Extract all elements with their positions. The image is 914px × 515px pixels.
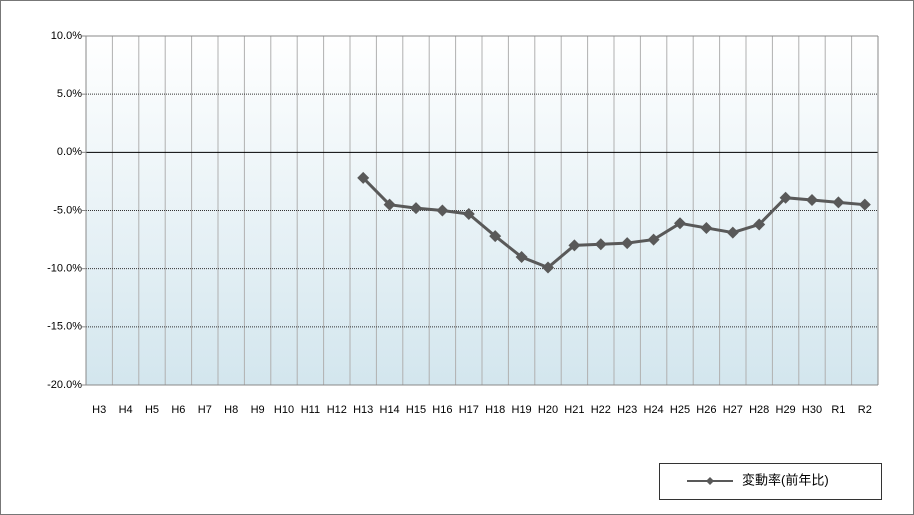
- data-point: [779, 191, 792, 204]
- legend-marker: [706, 477, 714, 485]
- x-tick-label: H20: [538, 404, 558, 416]
- y-tick-label: -5.0%: [53, 204, 82, 216]
- y-tick-label: -20.0%: [47, 379, 82, 391]
- x-tick-label: H21: [564, 404, 584, 416]
- legend: 変動率(前年比): [659, 463, 882, 500]
- x-tick-label: H5: [145, 404, 159, 416]
- x-tick-label: H4: [119, 404, 133, 416]
- x-tick-label: H6: [171, 404, 185, 416]
- data-point: [674, 217, 686, 230]
- x-tick-label: H14: [380, 404, 400, 416]
- data-point: [832, 196, 845, 209]
- data-point: [647, 233, 660, 246]
- data-point: [858, 198, 871, 211]
- x-tick-label: H7: [198, 404, 212, 416]
- x-tick-label: H30: [802, 404, 822, 416]
- x-tick-label: H11: [301, 404, 320, 416]
- x-tick-label: R1: [831, 404, 845, 416]
- x-tick-label: H15: [406, 404, 426, 416]
- x-tick-label: H19: [512, 404, 532, 416]
- x-tick-label: H23: [617, 404, 637, 416]
- y-tick-label: -10.0%: [47, 263, 82, 275]
- y-tick-label: -15.0%: [47, 321, 82, 333]
- x-tick-label: H9: [251, 404, 265, 416]
- x-tick-label: H16: [432, 404, 452, 416]
- x-tick-label: H24: [644, 404, 664, 416]
- y-tick-label: 10.0%: [51, 30, 82, 42]
- data-point: [568, 239, 581, 252]
- data-point: [410, 202, 422, 215]
- data-point: [753, 218, 766, 231]
- x-tick-label: H12: [327, 404, 347, 416]
- data-point: [806, 194, 818, 207]
- x-tick-label: H26: [696, 404, 716, 416]
- data-point: [383, 198, 396, 211]
- legend-label: 変動率(前年比): [742, 472, 829, 487]
- data-point: [357, 171, 370, 184]
- x-tick-label: H22: [591, 404, 611, 416]
- data-point: [436, 204, 449, 217]
- x-tick-label: H10: [274, 404, 294, 416]
- x-tick-label: R2: [858, 404, 872, 416]
- data-point: [700, 221, 713, 234]
- data-point: [462, 207, 475, 220]
- y-tick-label: 0.0%: [57, 146, 82, 158]
- data-point: [489, 230, 502, 243]
- data-point: [726, 226, 739, 239]
- y-tick-label: 5.0%: [57, 88, 82, 100]
- x-tick-label: H25: [670, 404, 690, 416]
- x-tick-label: H3: [92, 404, 106, 416]
- x-tick-label: H13: [353, 404, 373, 416]
- x-tick-label: H8: [224, 404, 238, 416]
- x-tick-label: H28: [749, 404, 769, 416]
- data-point: [515, 251, 528, 264]
- x-tick-label: H29: [776, 404, 796, 416]
- x-tick-label: H17: [459, 404, 479, 416]
- x-tick-label: H27: [723, 404, 743, 416]
- data-point: [542, 261, 554, 274]
- data-point: [594, 238, 607, 251]
- x-tick-label: H18: [485, 404, 505, 416]
- data-point: [621, 237, 634, 250]
